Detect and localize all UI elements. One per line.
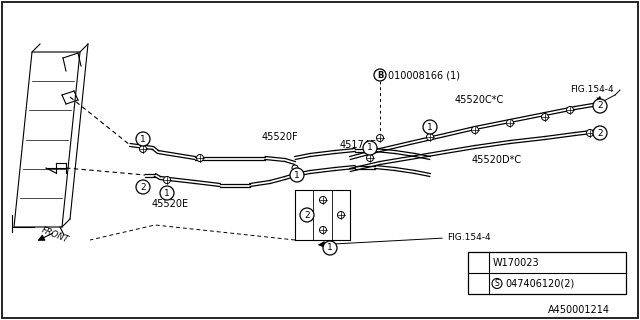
Text: W170023: W170023 <box>493 258 540 268</box>
Circle shape <box>140 146 147 153</box>
Circle shape <box>593 99 607 113</box>
Circle shape <box>136 132 150 146</box>
Text: 45174E: 45174E <box>340 140 377 150</box>
Circle shape <box>593 126 607 140</box>
Text: 45520C*C: 45520C*C <box>455 95 504 105</box>
Circle shape <box>541 114 548 121</box>
Text: 45520F: 45520F <box>262 132 299 142</box>
Text: 45520E: 45520E <box>152 199 189 209</box>
Circle shape <box>566 107 573 114</box>
Circle shape <box>472 257 484 268</box>
Text: 1: 1 <box>367 143 373 153</box>
Circle shape <box>472 126 479 133</box>
Bar <box>468 252 626 294</box>
Circle shape <box>292 165 298 171</box>
Circle shape <box>290 168 304 182</box>
Text: 1: 1 <box>476 258 481 267</box>
Circle shape <box>423 120 437 134</box>
Text: B: B <box>377 70 383 79</box>
Text: 2: 2 <box>597 101 603 110</box>
Text: 010008166 (1): 010008166 (1) <box>388 70 460 80</box>
Circle shape <box>300 208 314 222</box>
Text: 45520D*C: 45520D*C <box>472 155 522 165</box>
Circle shape <box>301 212 307 219</box>
Text: 1: 1 <box>294 171 300 180</box>
Circle shape <box>426 133 433 140</box>
Text: 2: 2 <box>304 211 310 220</box>
Text: FRONT: FRONT <box>40 226 70 244</box>
Text: 047406120(2): 047406120(2) <box>505 278 574 289</box>
Text: FIG.154-4: FIG.154-4 <box>570 85 614 94</box>
Text: 2: 2 <box>140 182 146 191</box>
Text: FIG.154-4: FIG.154-4 <box>447 234 491 243</box>
Circle shape <box>376 134 383 141</box>
Text: 1: 1 <box>427 123 433 132</box>
Text: 1: 1 <box>140 134 146 143</box>
Circle shape <box>506 119 513 126</box>
Circle shape <box>586 130 593 137</box>
Text: A450001214: A450001214 <box>548 305 610 315</box>
Text: 2: 2 <box>597 129 603 138</box>
Circle shape <box>136 180 150 194</box>
Text: 2: 2 <box>476 279 481 288</box>
Circle shape <box>160 186 174 200</box>
Circle shape <box>196 155 204 162</box>
Circle shape <box>319 196 326 204</box>
Text: S: S <box>495 279 499 288</box>
Circle shape <box>363 141 377 155</box>
Circle shape <box>319 227 326 234</box>
Text: 1: 1 <box>327 244 333 252</box>
Circle shape <box>163 177 170 183</box>
Circle shape <box>337 212 344 219</box>
Circle shape <box>323 241 337 255</box>
Circle shape <box>472 277 484 290</box>
Circle shape <box>367 155 374 162</box>
Text: 1: 1 <box>164 188 170 197</box>
